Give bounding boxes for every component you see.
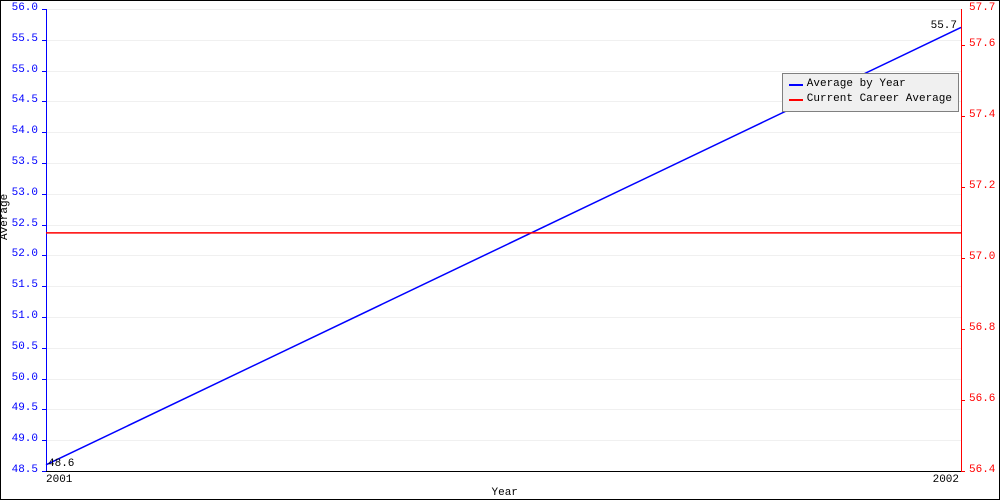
chart-container: 48.549.049.550.050.551.051.552.052.553.0… [0, 0, 1000, 500]
legend-row: Average by Year [789, 77, 952, 92]
legend-row: Current Career Average [789, 92, 952, 107]
legend-label: Current Career Average [807, 92, 952, 107]
legend-swatch [789, 84, 803, 86]
legend-label: Average by Year [807, 77, 906, 92]
point-label: 55.7 [931, 20, 957, 32]
legend: Average by YearCurrent Career Average [782, 73, 959, 112]
legend-swatch [789, 99, 803, 101]
point-label: 48.6 [48, 458, 74, 470]
